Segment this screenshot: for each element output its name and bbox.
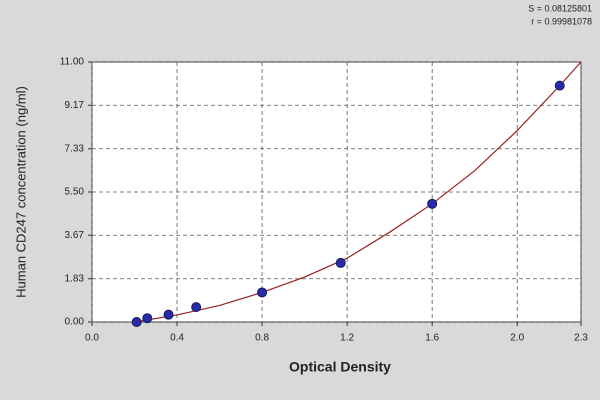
y-tick-label: 9.17 — [65, 100, 85, 111]
y-tick-label: 11.00 — [60, 57, 85, 68]
x-tick-label: 2.3 — [574, 333, 588, 344]
x-tick-label: 2.0 — [510, 333, 524, 344]
x-tick-label: 1.2 — [340, 333, 354, 344]
data-point — [554, 80, 565, 91]
data-point — [257, 287, 268, 298]
x-tick-label: 1.6 — [425, 333, 439, 344]
y-tick-label: 0.00 — [65, 317, 85, 328]
x-tick-label: 0.8 — [255, 333, 269, 344]
data-point — [142, 313, 153, 324]
data-point — [163, 309, 174, 320]
x-axis-label: Optical Density — [289, 359, 391, 375]
x-tick-label: 0.0 — [85, 333, 99, 344]
fit-curve — [134, 61, 582, 323]
data-point — [335, 257, 346, 268]
data-point — [191, 302, 202, 313]
y-axis-label: Human CD247 concentration (ng/ml) — [13, 86, 28, 298]
y-tick-label: 3.67 — [65, 230, 85, 241]
data-point — [427, 198, 438, 209]
x-tick-label: 0.4 — [170, 333, 184, 344]
y-tick-label: 1.83 — [65, 273, 85, 284]
y-tick-label: 7.33 — [65, 143, 85, 154]
annotation: S = 0.08125801 — [528, 3, 592, 13]
data-point — [131, 317, 142, 327]
annotation: r = 0.99981078 — [531, 16, 592, 26]
y-tick-label: 5.50 — [65, 187, 85, 198]
